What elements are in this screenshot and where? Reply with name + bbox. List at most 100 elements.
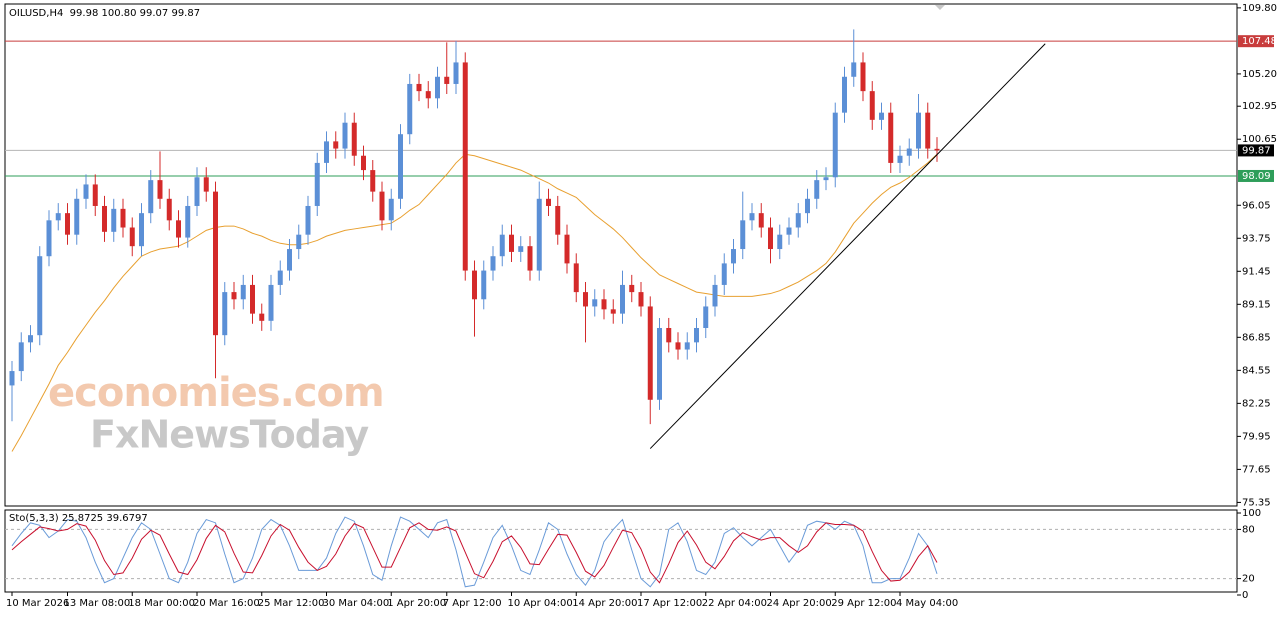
level-badge bbox=[1238, 169, 1274, 182]
candle-body bbox=[647, 306, 653, 400]
x-tick-label: 14 Apr 20:00 bbox=[572, 598, 637, 609]
candle-body bbox=[148, 180, 154, 214]
candle-body bbox=[620, 284, 625, 314]
x-tick-label: 7 Apr 12:00 bbox=[443, 598, 502, 609]
candle-body bbox=[388, 198, 394, 221]
candle-body bbox=[731, 249, 736, 264]
candle-body bbox=[92, 184, 98, 206]
y-tick-label: 100 bbox=[1242, 508, 1261, 519]
candle-body bbox=[250, 284, 255, 314]
candle-body bbox=[111, 208, 117, 232]
x-tick-label: 24 Apr 20:00 bbox=[767, 598, 832, 609]
price-panel bbox=[4, 3, 1238, 507]
candle-body bbox=[120, 208, 126, 228]
y-tick-label: 96.05 bbox=[1242, 200, 1271, 211]
candle-body bbox=[795, 213, 801, 228]
candle-body bbox=[166, 198, 172, 221]
x-tick-label: 17 Apr 12:00 bbox=[637, 598, 702, 609]
x-tick-label: 30 Mar 04:00 bbox=[323, 598, 390, 609]
candle-body bbox=[777, 234, 783, 250]
candle-body bbox=[342, 122, 348, 149]
candle-body bbox=[721, 263, 727, 285]
candle-body bbox=[416, 83, 422, 92]
y-tick-label: 77.65 bbox=[1242, 464, 1271, 475]
y-tick-label: 75.35 bbox=[1242, 497, 1271, 508]
level-label: 107.48 bbox=[1242, 36, 1277, 47]
candle-body bbox=[694, 327, 699, 343]
candle-body bbox=[786, 227, 792, 235]
indicator-title: Sto(5,3,3) 25.8725 39.6797 bbox=[9, 513, 148, 524]
candle-body bbox=[213, 191, 218, 336]
candle-body bbox=[28, 335, 33, 343]
candle-body bbox=[555, 205, 561, 235]
candle-body bbox=[703, 306, 709, 328]
y-tick-label: 86.85 bbox=[1242, 332, 1271, 343]
candle-body bbox=[805, 198, 810, 214]
candle-body bbox=[444, 76, 450, 84]
candle-body bbox=[379, 191, 385, 221]
candle-body bbox=[758, 213, 764, 228]
candle-body bbox=[897, 155, 903, 163]
candle-body bbox=[176, 220, 181, 238]
candle-body bbox=[351, 122, 357, 156]
candle-body bbox=[814, 180, 820, 199]
candle-body bbox=[749, 213, 755, 221]
shift-marker bbox=[935, 5, 945, 10]
candle-body bbox=[37, 256, 43, 336]
y-tick-label: 80 bbox=[1242, 524, 1255, 535]
candle-body bbox=[527, 246, 533, 271]
candle-body bbox=[592, 299, 598, 307]
y-tick-label: 89.15 bbox=[1242, 299, 1271, 310]
x-tick-label: 1 Apr 20:00 bbox=[387, 598, 446, 609]
level-badge bbox=[1238, 144, 1274, 157]
indicator-panel bbox=[4, 509, 1238, 593]
candle-body bbox=[268, 284, 274, 321]
candle-body bbox=[277, 270, 283, 285]
candle-body bbox=[333, 141, 339, 149]
y-tick-label: 79.95 bbox=[1242, 431, 1271, 442]
y-tick-label: 105.20 bbox=[1242, 69, 1277, 80]
candle-body bbox=[518, 246, 524, 252]
candle-body bbox=[74, 198, 80, 235]
moving-average bbox=[11, 153, 938, 452]
candle-body bbox=[638, 292, 644, 307]
y-tick-label: 0 bbox=[1242, 590, 1248, 601]
candle-body bbox=[906, 148, 912, 156]
candle-body bbox=[83, 184, 89, 199]
x-tick-label: 4 May 04:00 bbox=[896, 598, 958, 609]
candle-body bbox=[203, 177, 209, 192]
candle-body bbox=[55, 213, 61, 221]
candle-body bbox=[287, 249, 292, 271]
candle-body bbox=[712, 284, 718, 307]
candle-body bbox=[869, 91, 875, 120]
candle-body bbox=[601, 299, 607, 310]
candle-body bbox=[832, 112, 838, 178]
candle-body bbox=[888, 112, 894, 163]
candle-body bbox=[425, 91, 431, 99]
candle-body bbox=[916, 112, 921, 149]
oscillator-line bbox=[11, 516, 938, 588]
candle-body bbox=[684, 342, 690, 350]
chart-title: OILUSD,H4 99.98 100.80 99.07 99.87 bbox=[9, 8, 200, 19]
candle-body bbox=[842, 76, 847, 113]
x-tick-label: 10 Apr 04:00 bbox=[508, 598, 573, 609]
trendline bbox=[649, 43, 1046, 449]
candle-body bbox=[398, 134, 403, 199]
candle-body bbox=[157, 180, 163, 199]
candle-body bbox=[925, 112, 931, 149]
level-label: 98.09 bbox=[1242, 171, 1271, 182]
candle-body bbox=[860, 62, 866, 92]
candle-body bbox=[102, 205, 107, 232]
candle-body bbox=[499, 234, 505, 257]
candle-body bbox=[65, 213, 70, 235]
candle-body bbox=[129, 227, 135, 247]
candle-body bbox=[879, 112, 884, 120]
candle-body bbox=[934, 148, 940, 151]
candle-body bbox=[324, 141, 329, 163]
candle-body bbox=[573, 263, 579, 293]
x-tick-label: 13 Mar 08:00 bbox=[64, 598, 131, 609]
candle-body bbox=[462, 62, 468, 271]
